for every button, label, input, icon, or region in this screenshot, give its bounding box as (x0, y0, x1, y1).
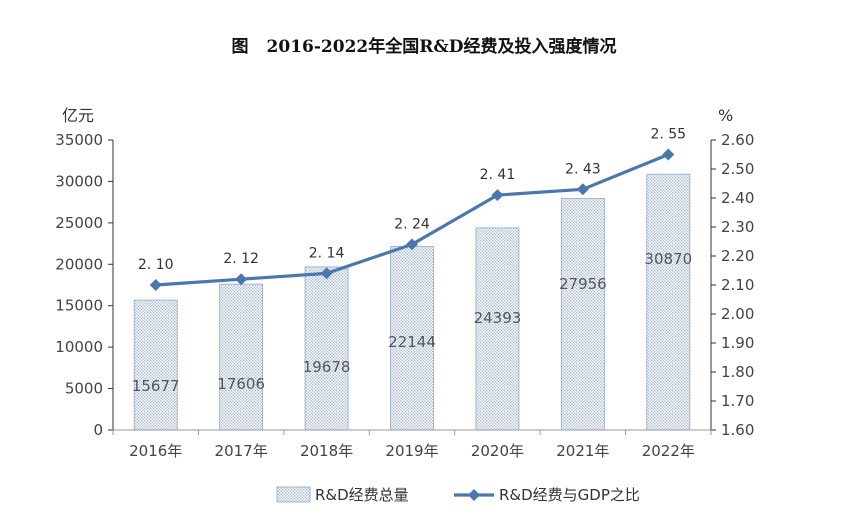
chart-title-text: 2016-2022年全国R&D经费及投入强度情况 (266, 37, 617, 57)
bar-3 (304, 266, 349, 431)
chart-title: 图 2016-2022年全国R&D经费及投入强度情况 (0, 32, 848, 57)
legend-bar-label: R&D经费总量 (315, 486, 409, 504)
left-tick-label: 30000 (55, 172, 103, 190)
bar-4 (390, 246, 434, 431)
bar-data-label: 15677 (132, 377, 180, 395)
ratio-point-4 (406, 238, 418, 251)
ratio-data-label: 2. 55 (650, 127, 686, 143)
legend-line-marker (468, 489, 480, 501)
bar-data-label: 30870 (644, 250, 692, 268)
ratio-data-label: 2. 12 (223, 251, 259, 267)
right-tick-label: 2.20 (721, 247, 754, 265)
bar-7 (646, 173, 691, 431)
left-axis-unit: 亿元 (62, 106, 94, 125)
x-tick-label: 2017年 (215, 442, 268, 460)
ratio-point-1 (149, 279, 162, 291)
right-tick-label: 1.60 (721, 421, 754, 439)
ratio-data-label: 2. 14 (309, 245, 345, 261)
right-tick-label: 1.90 (721, 334, 754, 352)
right-tick-label: 2.30 (721, 218, 754, 236)
right-tick-label: 1.80 (721, 363, 754, 381)
ratio-data-label: 2. 10 (138, 257, 174, 273)
bar-data-label: 19678 (303, 358, 351, 376)
bar-5 (475, 227, 520, 431)
bar-2 (219, 283, 264, 431)
bar-data-label: 22144 (388, 333, 436, 351)
legend-bar-swatch (276, 486, 311, 503)
ratio-point-3 (320, 267, 333, 280)
right-tick-label: 2.00 (721, 305, 754, 323)
left-tick-label: 20000 (55, 255, 103, 273)
left-tick-label: 0 (93, 421, 103, 439)
ratio-point-5 (491, 189, 504, 202)
right-tick-label: 2.60 (721, 131, 754, 149)
x-tick-label: 2019年 (385, 442, 438, 460)
figure-label: 图 (231, 37, 249, 57)
right-axis-unit: % (718, 106, 733, 125)
x-tick-label: 2022年 (642, 442, 695, 460)
ratio-data-label: 2. 24 (394, 216, 430, 232)
right-tick-label: 2.50 (721, 160, 754, 178)
right-tick-label: 2.10 (721, 276, 754, 294)
x-tick-label: 2018年 (300, 442, 353, 460)
bar-data-label: 17606 (217, 375, 265, 393)
ratio-data-label: 2. 43 (565, 161, 601, 177)
left-tick-label: 25000 (55, 214, 103, 232)
bar-6 (560, 197, 605, 431)
x-tick-label: 2020年 (471, 442, 524, 460)
x-tick-label: 2021年 (556, 442, 609, 460)
ratio-point-7 (662, 148, 675, 161)
bar-1 (133, 299, 178, 431)
bar-data-label: 24393 (474, 309, 522, 327)
bar-data-label: 27956 (559, 275, 607, 293)
ratio-data-label: 2. 41 (480, 167, 516, 183)
x-tick-label: 2016年 (129, 442, 182, 460)
ratio-point-6 (576, 183, 589, 196)
legend-line-label: R&D经费与GDP之比 (499, 486, 640, 504)
left-tick-label: 35000 (55, 131, 103, 149)
right-tick-label: 2.40 (721, 189, 754, 207)
left-tick-label: 5000 (65, 380, 103, 398)
left-tick-label: 10000 (55, 338, 103, 356)
right-tick-label: 1.70 (721, 392, 754, 410)
left-tick-label: 15000 (55, 297, 103, 315)
ratio-point-2 (235, 273, 248, 286)
